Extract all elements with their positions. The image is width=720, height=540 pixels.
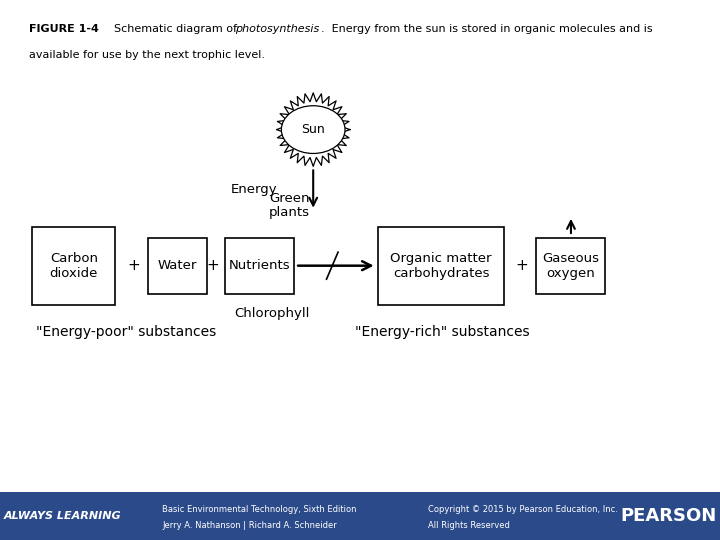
Text: Schematic diagram of: Schematic diagram of xyxy=(107,24,240,35)
Text: +: + xyxy=(127,258,140,273)
Text: Copyright © 2015 by Pearson Education, Inc.: Copyright © 2015 by Pearson Education, I… xyxy=(428,504,618,514)
Text: photosynthesis: photosynthesis xyxy=(235,24,319,35)
Bar xyxy=(225,238,294,294)
Bar xyxy=(32,227,115,305)
Bar xyxy=(536,238,605,294)
Text: Sun: Sun xyxy=(302,123,325,136)
Text: Basic Environmental Technology, Sixth Edition: Basic Environmental Technology, Sixth Ed… xyxy=(162,504,356,514)
Text: available for use by the next trophic level.: available for use by the next trophic le… xyxy=(29,50,265,60)
Text: Energy: Energy xyxy=(230,183,277,195)
Circle shape xyxy=(282,106,345,153)
Text: +: + xyxy=(206,258,219,273)
Text: Water: Water xyxy=(158,259,197,273)
Text: Chlorophyll: Chlorophyll xyxy=(234,307,310,320)
Text: Carbon
dioxide: Carbon dioxide xyxy=(50,252,98,280)
Text: Nutrients: Nutrients xyxy=(229,259,290,273)
Text: "Energy-rich" substances: "Energy-rich" substances xyxy=(356,325,530,339)
Text: Organic matter
carbohydrates: Organic matter carbohydrates xyxy=(390,252,492,280)
Text: All Rights Reserved: All Rights Reserved xyxy=(428,521,510,530)
Text: "Energy-poor" substances: "Energy-poor" substances xyxy=(36,325,216,339)
Text: Gaseous
oxygen: Gaseous oxygen xyxy=(542,252,599,280)
Text: Jerry A. Nathanson | Richard A. Schneider: Jerry A. Nathanson | Richard A. Schneide… xyxy=(162,521,337,530)
Bar xyxy=(0,492,720,540)
Text: PEARSON: PEARSON xyxy=(620,507,716,525)
Text: +: + xyxy=(516,258,528,273)
Text: FIGURE 1-4: FIGURE 1-4 xyxy=(29,24,99,35)
Text: .  Energy from the sun is stored in organic molecules and is: . Energy from the sun is stored in organ… xyxy=(321,24,653,35)
Text: ALWAYS LEARNING: ALWAYS LEARNING xyxy=(4,511,121,521)
Text: Green
plants: Green plants xyxy=(269,192,310,219)
Bar xyxy=(378,227,504,305)
Bar xyxy=(148,238,207,294)
